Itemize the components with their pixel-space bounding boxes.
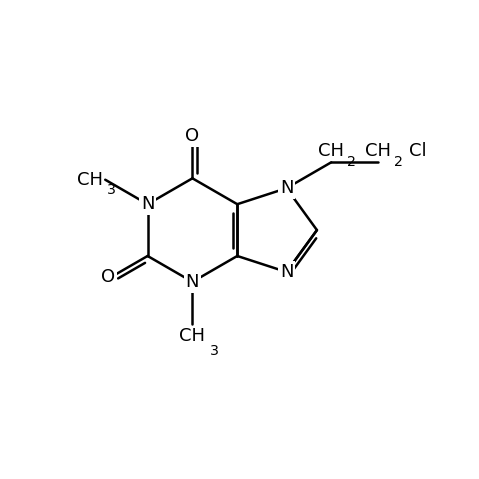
Text: N: N bbox=[186, 273, 199, 291]
Text: Cl: Cl bbox=[409, 142, 426, 160]
Text: 3: 3 bbox=[107, 183, 115, 197]
Text: O: O bbox=[102, 268, 115, 286]
Text: 3: 3 bbox=[210, 344, 219, 358]
Text: 2: 2 bbox=[347, 155, 355, 170]
Text: O: O bbox=[185, 127, 199, 145]
Text: N: N bbox=[280, 179, 293, 197]
Text: CH: CH bbox=[318, 142, 344, 160]
Text: CH: CH bbox=[365, 142, 391, 160]
Text: CH: CH bbox=[180, 327, 205, 344]
Text: 2: 2 bbox=[394, 155, 403, 170]
Text: CH: CH bbox=[77, 171, 103, 189]
Text: N: N bbox=[141, 195, 154, 213]
Text: N: N bbox=[280, 263, 293, 281]
